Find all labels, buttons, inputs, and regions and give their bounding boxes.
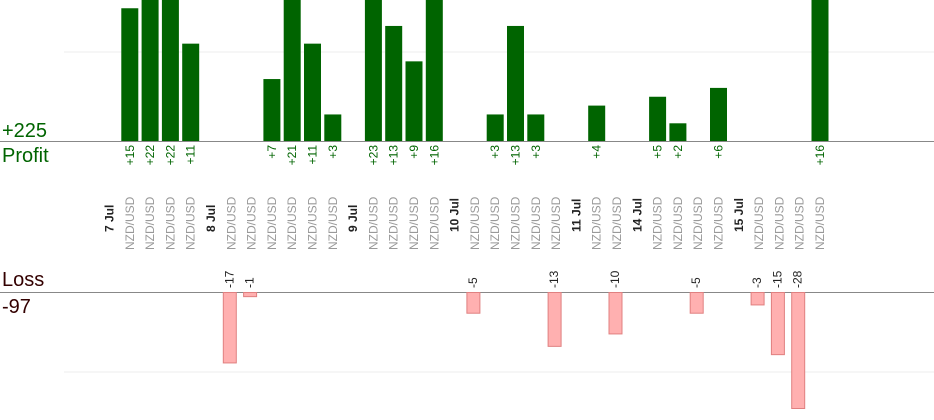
profit-value-label: +23: [366, 145, 380, 166]
pair-label: NZD/USD: [326, 196, 340, 250]
profit-bar: [121, 8, 139, 141]
pair-label: NZD/USD: [163, 196, 177, 250]
loss-bar: [608, 292, 623, 335]
profit-value-label: +21: [285, 145, 299, 166]
profit-bar: [527, 114, 545, 141]
pair-label: NZD/USD: [387, 196, 401, 250]
pair-label: NZD/USD: [529, 196, 543, 250]
loss-bar: [243, 292, 258, 298]
profit-total: +225: [2, 120, 48, 142]
profit-bar: [364, 0, 382, 142]
pair-label: NZD/USD: [590, 196, 604, 250]
loss-value-label: -5: [466, 277, 480, 288]
loss-value-label: -28: [791, 270, 805, 288]
loss-value-label: -3: [750, 277, 764, 288]
pair-label: NZD/USD: [691, 196, 705, 250]
pair-label: NZD/USD: [813, 196, 827, 250]
pair-label: NZD/USD: [488, 196, 502, 250]
loss-value-label: -10: [608, 270, 622, 288]
loss-value-label: -15: [770, 270, 784, 288]
loss-value-label: -17: [222, 270, 236, 288]
profit-value-label: +3: [326, 145, 340, 159]
profit-bar: [486, 114, 504, 141]
loss-bar: [222, 292, 237, 364]
pair-label: NZD/USD: [265, 196, 279, 250]
profit-value-label: +3: [529, 145, 543, 159]
profit-value-label: +6: [712, 145, 726, 159]
loss-bar: [547, 292, 562, 347]
profit-value-label: +13: [387, 145, 401, 166]
pair-label: NZD/USD: [712, 196, 726, 250]
pair-label: NZD/USD: [651, 196, 665, 250]
profit-value-label: +16: [427, 145, 441, 166]
profit-value-label: +22: [163, 145, 177, 166]
profit-bar: [324, 114, 342, 141]
profit-value-label: +7: [265, 145, 279, 159]
date-label: 11 Jul: [569, 199, 583, 232]
pair-label: NZD/USD: [224, 196, 238, 250]
profit-value-label: +22: [143, 145, 157, 166]
loss-label: Loss: [2, 269, 45, 291]
loss-value-label: -5: [689, 277, 703, 288]
loss-value-label: -1: [243, 277, 257, 288]
profit-value-label: +2: [671, 145, 685, 159]
pair-label: NZD/USD: [793, 196, 807, 250]
profit-bar: [385, 25, 403, 142]
profit-bar: [182, 43, 200, 141]
profit-value-label: +3: [488, 145, 502, 159]
pair-label: NZD/USD: [752, 196, 766, 250]
date-label: 14 Jul: [630, 198, 644, 232]
pair-label: NZD/USD: [671, 196, 685, 250]
pair-label: NZD/USD: [143, 196, 157, 250]
date-label: 10 Jul: [448, 198, 462, 232]
profit-value-label: +5: [651, 145, 665, 159]
profit-bar: [507, 25, 524, 142]
profit-bar: [649, 96, 667, 141]
profit-bar: [588, 105, 606, 141]
profit-value-label: +13: [509, 145, 523, 166]
pair-label: NZD/USD: [610, 196, 624, 250]
profit-bar: [161, 0, 179, 141]
loss-bar: [689, 292, 704, 314]
loss-value-label: -13: [547, 270, 561, 288]
profit-value-label: +11: [184, 145, 198, 165]
pair-label: NZD/USD: [772, 196, 786, 250]
date-label: 8 Jul: [204, 205, 218, 232]
pair-label: NZD/USD: [245, 196, 259, 250]
loss-bar: [770, 292, 785, 356]
profit-value-label: +15: [123, 145, 137, 166]
profit-bar: [669, 123, 687, 141]
profit-bar: [141, 0, 159, 141]
loss-bar: [750, 292, 765, 306]
profit-value-label: +4: [590, 145, 604, 159]
profit-bar: [405, 61, 423, 141]
loss-bar: [466, 292, 481, 314]
date-label: 7 Jul: [103, 205, 117, 232]
profit-bar: [425, 0, 443, 142]
profit-bar: [283, 0, 301, 142]
pair-label: NZD/USD: [366, 196, 380, 250]
pair-label: NZD/USD: [184, 196, 198, 250]
date-label: 15 Jul: [732, 198, 746, 232]
profit-bar: [263, 79, 281, 141]
pair-label: NZD/USD: [427, 196, 441, 250]
pair-label: NZD/USD: [509, 196, 523, 250]
profit-label: Profit: [2, 145, 49, 167]
profit-bar: [811, 0, 829, 142]
pair-label: NZD/USD: [123, 196, 137, 250]
pair-label: NZD/USD: [306, 196, 320, 250]
loss-bar: [791, 292, 806, 409]
date-label: 9 Jul: [346, 205, 360, 232]
pair-label: NZD/USD: [285, 196, 299, 250]
profit-bar: [304, 43, 321, 141]
loss-total: -97: [2, 296, 31, 318]
profit-value-label: +16: [813, 145, 827, 166]
profit-value-label: +9: [407, 145, 421, 159]
pair-label: NZD/USD: [549, 196, 563, 250]
profit-bar: [710, 87, 727, 141]
profit-value-label: +11: [306, 145, 320, 165]
pair-label: NZD/USD: [407, 196, 421, 250]
pair-label: NZD/USD: [468, 196, 482, 250]
